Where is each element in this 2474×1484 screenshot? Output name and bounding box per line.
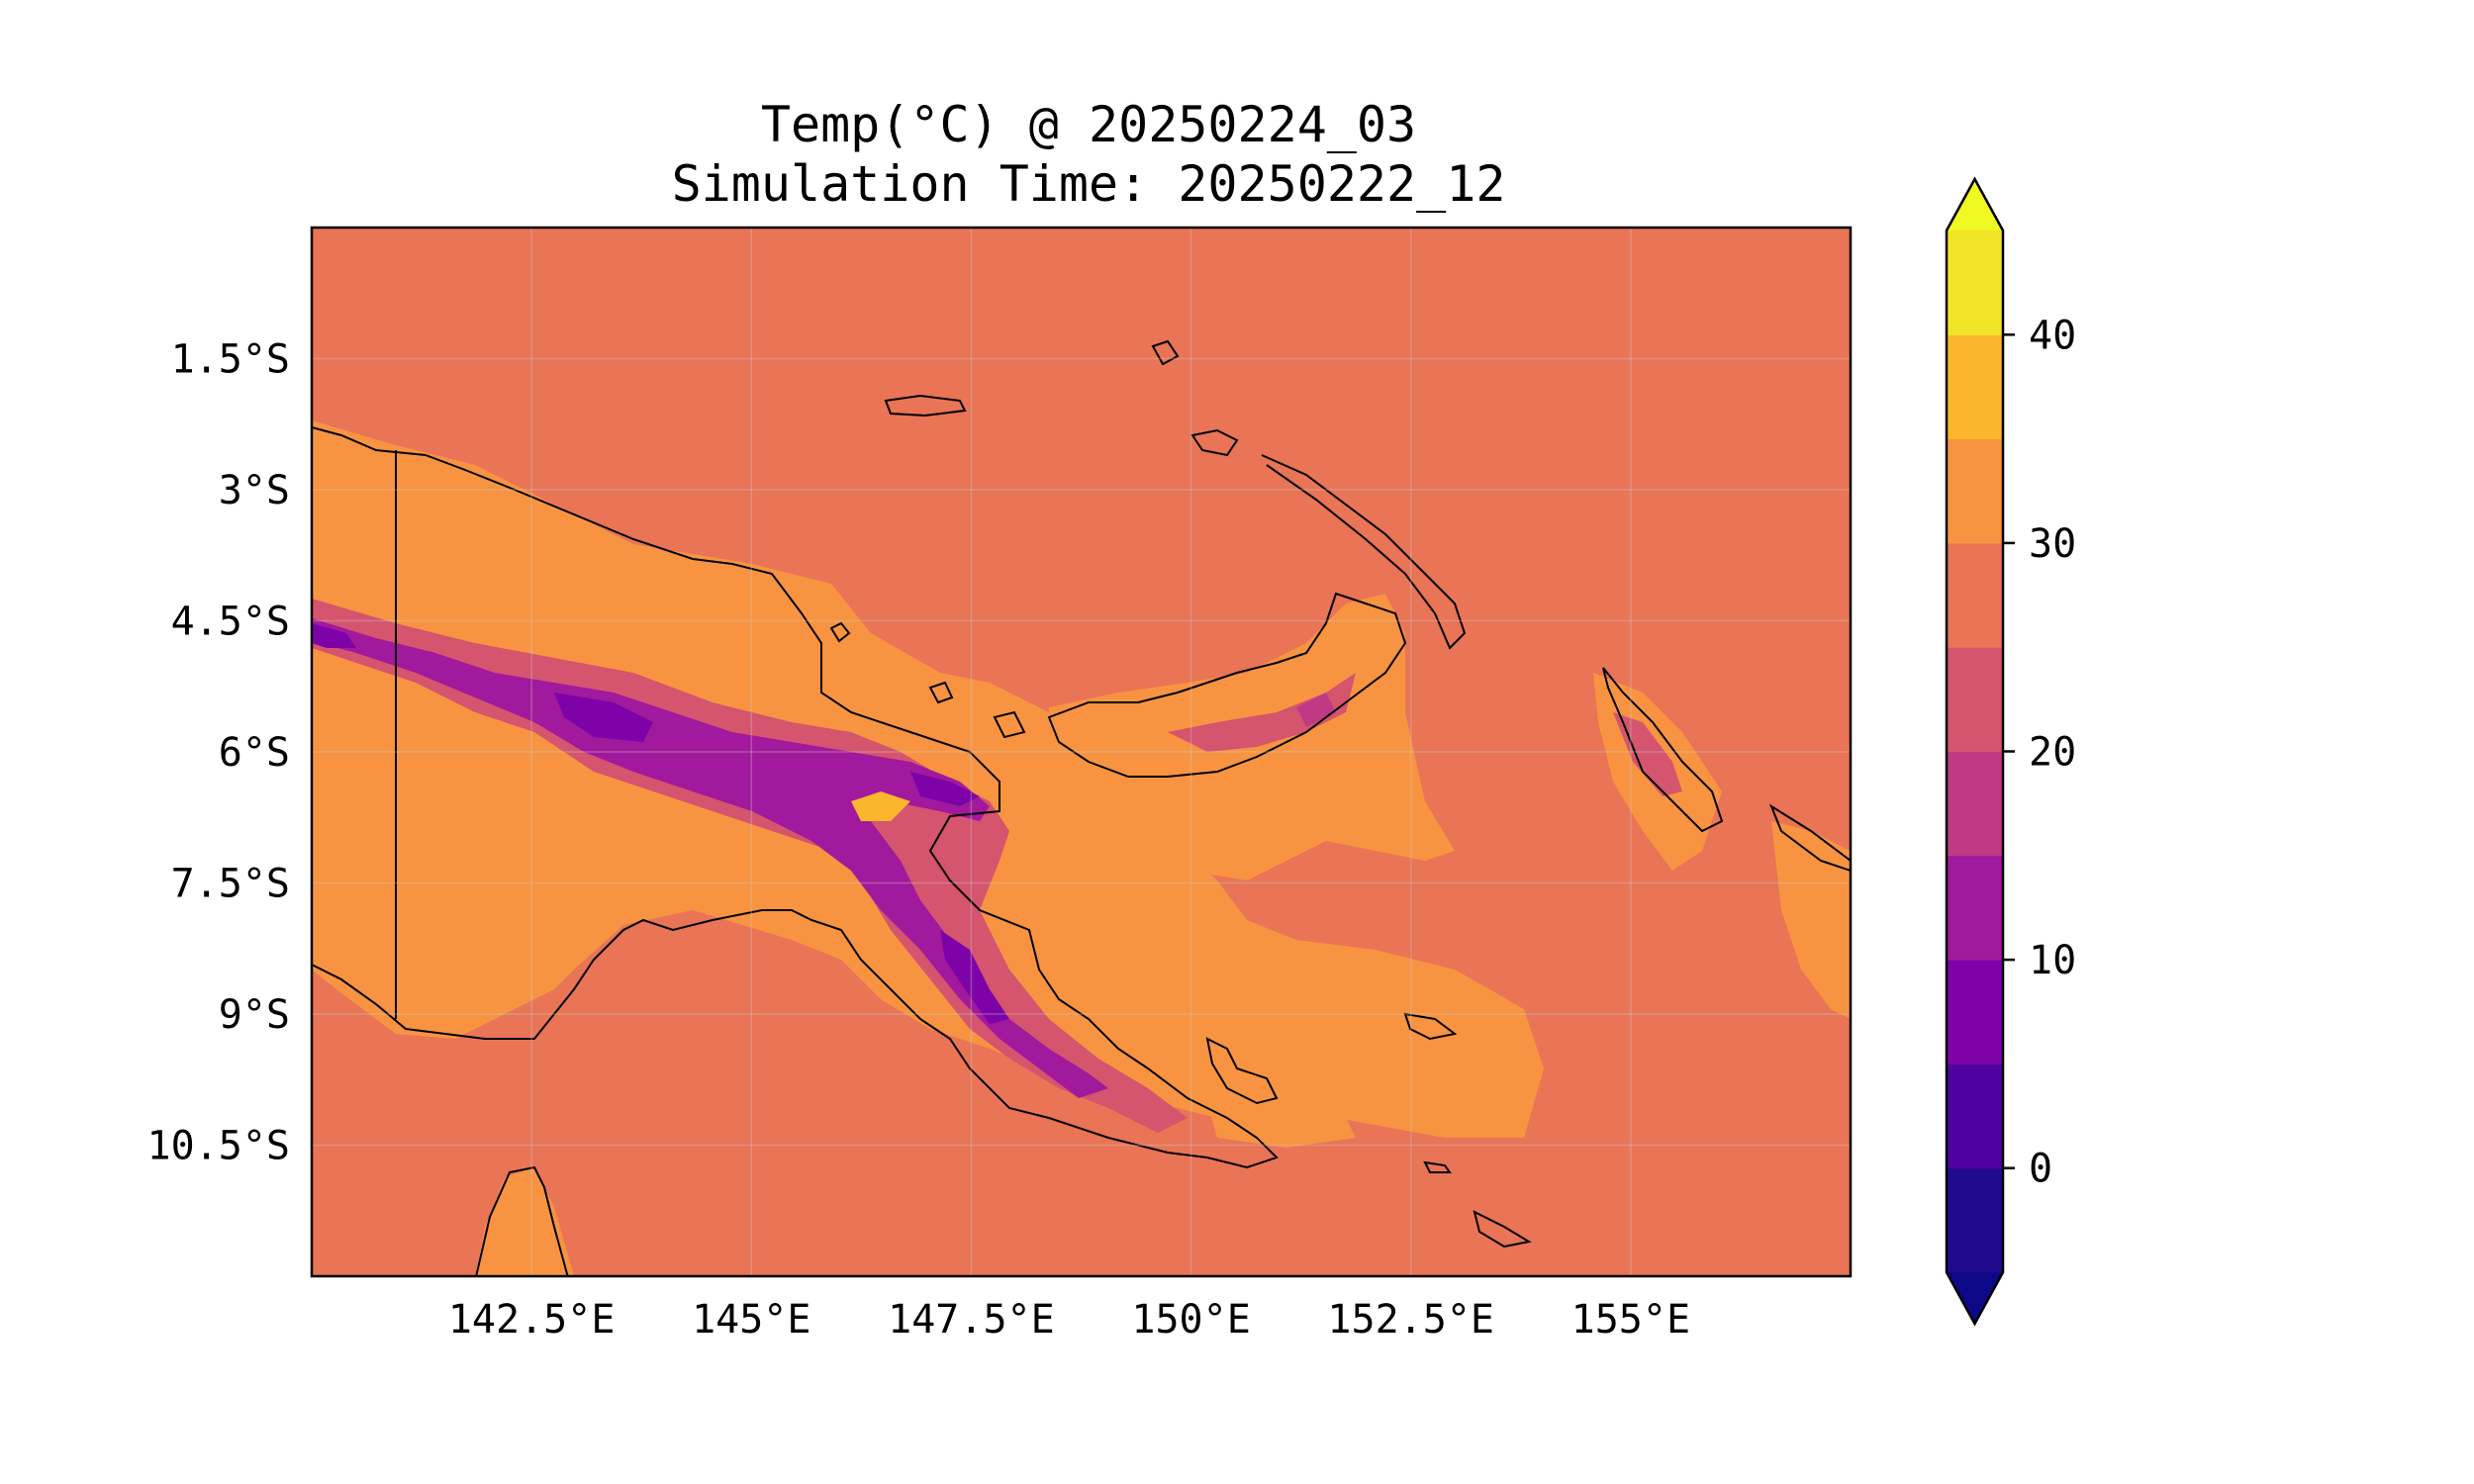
colorbar-level — [1947, 1064, 2003, 1169]
coastlines — [312, 339, 1851, 1276]
colorbar-tick-label: 10 — [2029, 938, 2076, 983]
x-tick-label: 147.5°E — [888, 1297, 1055, 1343]
x-tick-label: 152.5°E — [1327, 1297, 1494, 1343]
y-tick-label: 7.5°S — [171, 862, 290, 907]
y-tick-label: 10.5°S — [147, 1124, 291, 1169]
colorbar-level — [1947, 855, 2003, 961]
x-axis-ticks: 142.5°E 145°E 147.5°E 150°E 152.5°E 155°E — [448, 1297, 1690, 1343]
y-tick-label: 6°S — [219, 730, 290, 776]
colorbar-level — [1947, 647, 2003, 752]
coastline-islet-3 — [928, 681, 954, 704]
highland-core-4 — [940, 930, 1009, 1024]
east-highland-cold — [1296, 693, 1336, 727]
colorbar-extend-min — [1947, 1272, 2003, 1324]
title-line-1: Temp(°C) @ 20250224_03 — [761, 96, 1416, 153]
colorbar-level — [1947, 231, 2003, 335]
gridlines — [312, 228, 1851, 1276]
colorbar-extend-max — [1947, 179, 2003, 231]
colorbar-tick-label: 30 — [2029, 521, 2076, 567]
colorbar-tick-label: 20 — [2029, 730, 2076, 776]
coastline-island-new-britain — [1047, 592, 1407, 778]
colorbar-level — [1947, 751, 2003, 857]
coastline-islet-2 — [829, 621, 851, 643]
highland-core — [312, 623, 356, 648]
land-warm-far-east — [1771, 821, 1851, 1019]
coastline-islet-1 — [1151, 339, 1180, 366]
colorbar-tick-label: 0 — [2029, 1147, 2052, 1192]
temperature-field — [312, 228, 1851, 1276]
coastline-manus — [884, 394, 967, 417]
colorbar-level — [1947, 542, 2003, 648]
map-frame — [310, 226, 1853, 1278]
coastline-new-ireland — [1261, 454, 1467, 650]
east-highland — [1168, 673, 1356, 752]
coastline-islet-4 — [993, 710, 1026, 739]
y-tick-label: 4.5°S — [171, 600, 290, 645]
x-tick-label: 155°E — [1571, 1297, 1690, 1343]
island-east-highland — [1613, 712, 1682, 796]
coastline-louisiade — [1473, 1210, 1532, 1249]
colorbar-level — [1947, 1167, 2003, 1273]
coastline-woodlark — [1403, 1012, 1458, 1041]
coastline-d-entrecasteaux — [1205, 1037, 1279, 1105]
colorbar-tick-label: 40 — [2029, 313, 2076, 358]
y-axis-ticks: 1.5°S 3°S 4.5°S 6°S 7.5°S 9°S 10.5°S — [147, 337, 291, 1169]
coastline-rossel — [1423, 1160, 1452, 1173]
y-tick-label: 9°S — [219, 992, 290, 1038]
x-tick-label: 150°E — [1131, 1297, 1250, 1343]
hot-spot — [851, 791, 910, 821]
map-panel: 142.5°E 145°E 147.5°E 150°E 152.5°E 155°E 1.5… — [147, 226, 1853, 1343]
land-warm-new-britain-strip — [1207, 1103, 1356, 1148]
coastline-solomon-east — [1768, 803, 1851, 873]
highland-band-cold — [312, 618, 1108, 1098]
coastline-cape-york — [475, 1165, 569, 1276]
colorbar-outline — [1945, 176, 2005, 1327]
x-tick-label: 142.5°E — [448, 1297, 616, 1343]
coastline-new-guinea-north — [312, 426, 1279, 1169]
coastline-new-hanover — [1190, 428, 1239, 457]
highland-core-3 — [910, 772, 980, 806]
colorbar-level — [1947, 334, 2003, 440]
highland-core-2 — [554, 693, 653, 742]
colorbar-level — [1947, 960, 2003, 1065]
coastline-bougainville — [1602, 667, 1724, 833]
colorbar: 0 10 20 30 40 — [1945, 176, 2076, 1327]
y-tick-label: 3°S — [219, 468, 290, 513]
x-tick-label: 145°E — [692, 1297, 810, 1343]
y-tick-label: 1.5°S — [171, 337, 290, 383]
title-line-2: Simulation Time: 20250222_12 — [672, 155, 1506, 213]
colorbar-level — [1947, 438, 2003, 544]
